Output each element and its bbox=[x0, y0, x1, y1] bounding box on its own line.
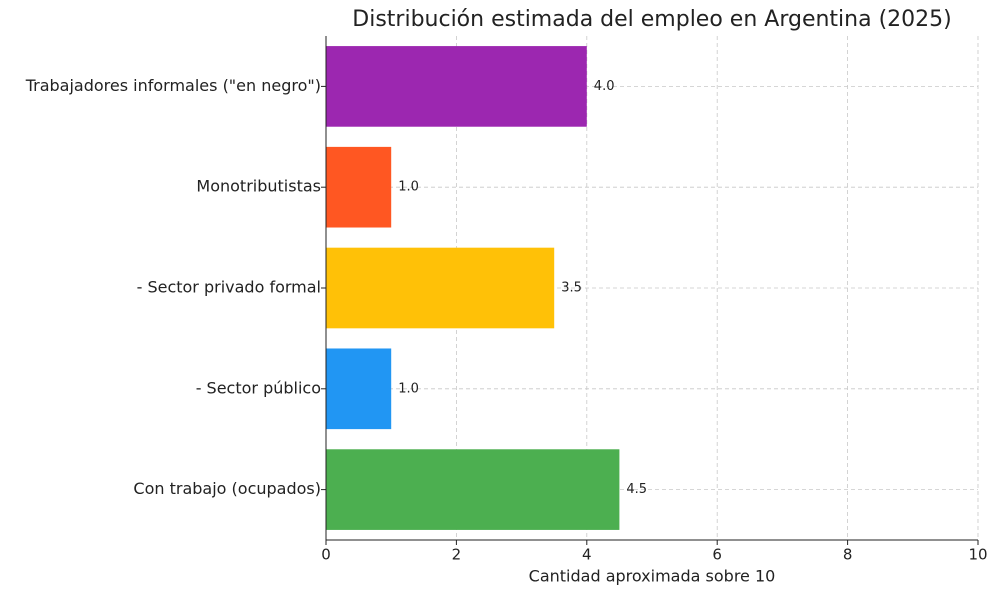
bar bbox=[326, 146, 392, 228]
bar bbox=[326, 449, 620, 530]
bar bbox=[326, 247, 555, 329]
x-tick-label: 8 bbox=[843, 546, 853, 564]
y-tick-label: Monotributistas bbox=[196, 177, 321, 196]
value-label: 4.5 bbox=[626, 482, 647, 497]
x-tick-label: 4 bbox=[582, 546, 592, 564]
value-label: 1.0 bbox=[398, 180, 419, 195]
bar bbox=[326, 46, 587, 127]
value-label: 4.0 bbox=[594, 79, 615, 94]
value-label: 3.5 bbox=[561, 281, 582, 296]
x-tick-label: 2 bbox=[452, 546, 462, 564]
y-tick-label: Con trabajo (ocupados) bbox=[133, 479, 321, 498]
x-axis-label: Cantidad aproximada sobre 10 bbox=[529, 567, 776, 586]
y-tick-label: - Sector público bbox=[196, 378, 321, 397]
x-tick-label: 10 bbox=[968, 546, 987, 564]
bar bbox=[326, 348, 392, 430]
chart-title: Distribución estimada del empleo en Arge… bbox=[352, 7, 951, 32]
x-tick-label: 0 bbox=[321, 546, 331, 564]
y-tick-label: - Sector privado formal bbox=[137, 278, 321, 297]
value-label: 1.0 bbox=[398, 381, 419, 396]
x-tick-label: 6 bbox=[712, 546, 722, 564]
y-tick-label: Trabajadores informales ("en negro") bbox=[25, 76, 321, 95]
